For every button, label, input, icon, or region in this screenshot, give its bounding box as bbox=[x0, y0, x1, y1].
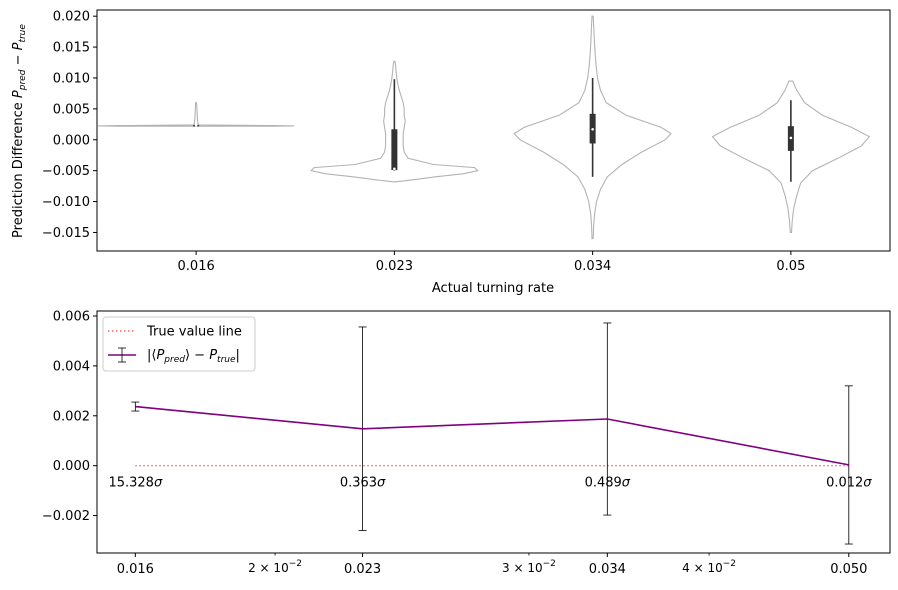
x-tick-label: 0.016 bbox=[117, 562, 154, 577]
y-tick-label: −0.002 bbox=[42, 509, 90, 524]
legend-true-line-label: True value line bbox=[146, 325, 242, 340]
sigma-annotation: 0.489σ bbox=[585, 475, 631, 490]
y-tick-label: 0.002 bbox=[53, 409, 90, 424]
x-tick-label: 0.050 bbox=[830, 562, 867, 577]
sigma-annotation: 0.363σ bbox=[340, 475, 386, 490]
median-dot-0.016 bbox=[194, 123, 198, 127]
y-tick-label: −0.015 bbox=[42, 226, 90, 241]
sigma-annotations: 15.328σ 0.363σ 0.489σ 0.012σ bbox=[108, 475, 872, 490]
y-tick-label: −0.005 bbox=[42, 164, 90, 179]
x-tick-label: 0.034 bbox=[574, 259, 611, 274]
legend: True value line |⟨Ppred⟩ − Ptrue| bbox=[102, 316, 256, 372]
legend-box bbox=[102, 316, 256, 372]
y-tick-label: −0.010 bbox=[42, 195, 90, 210]
x-tick-label: 0.023 bbox=[344, 562, 381, 577]
y-tick-label: 0.000 bbox=[53, 459, 90, 474]
boxes-group bbox=[193, 77, 794, 182]
line-x-ticks: 0.016 0.023 0.034 0.050 2 × 10−2 3 × 10−2 4 × … bbox=[117, 553, 867, 577]
line-series-group bbox=[131, 322, 853, 545]
line-y-ticks: −0.002 0.000 0.002 0.004 0.006 bbox=[42, 309, 97, 524]
y-tick-label: 0.020 bbox=[53, 10, 90, 25]
median-dot-0.023 bbox=[393, 167, 396, 171]
violin-y-ticks: −0.015 −0.010 −0.005 0.000 0.005 0.010 0.015 0.… bbox=[42, 10, 97, 241]
y-tick-label: 0.010 bbox=[53, 71, 90, 86]
error-line-panel: 15.328σ 0.363σ 0.489σ 0.012σ −0.002 0.000 0.0… bbox=[42, 309, 891, 577]
x-tick-label: 0.034 bbox=[589, 562, 626, 577]
x-minor-tick-label: 3 × 10−2 bbox=[502, 559, 556, 575]
y-tick-label: 0.005 bbox=[53, 102, 90, 117]
y-tick-label: 0.004 bbox=[53, 359, 90, 374]
iqr-box-0.023 bbox=[391, 129, 398, 171]
line-plot-frame bbox=[96, 310, 891, 554]
x-tick-label: 0.023 bbox=[376, 259, 413, 274]
y-tick-label: 0.006 bbox=[53, 309, 90, 324]
violin-y-axis-label: Prediction Difference Ppred − Ptrue bbox=[11, 24, 28, 238]
sigma-annotation: 15.328σ bbox=[108, 475, 163, 490]
violin-plot-frame bbox=[96, 9, 891, 252]
violin-panel: −0.015 −0.010 −0.005 0.000 0.005 0.010 0.015 0.… bbox=[11, 9, 891, 296]
x-minor-tick-label: 2 × 10−2 bbox=[248, 559, 302, 575]
sigma-annotation: 0.012σ bbox=[826, 475, 872, 490]
y-tick-label: 0.000 bbox=[53, 133, 90, 148]
x-minor-tick-label: 4 × 10−2 bbox=[682, 559, 736, 575]
violin-x-axis-label: Actual turning rate bbox=[432, 281, 554, 296]
y-tick-label: 0.015 bbox=[53, 41, 90, 56]
legend-mean-label: |⟨Ppred⟩ − Ptrue| bbox=[147, 348, 240, 365]
x-tick-label: 0.016 bbox=[178, 259, 215, 274]
violin-x-ticks: 0.016 0.023 0.034 0.05 bbox=[178, 251, 805, 274]
x-tick-label: 0.05 bbox=[776, 259, 805, 274]
median-dot-0.05 bbox=[789, 136, 793, 140]
mean-diff-line bbox=[135, 405, 849, 466]
median-dot-0.034 bbox=[591, 127, 594, 131]
violin-0.016 bbox=[98, 102, 295, 127]
